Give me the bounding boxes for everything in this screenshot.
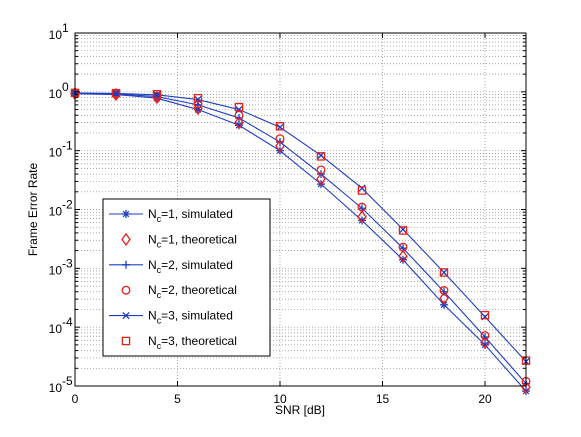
data-point-x	[440, 268, 448, 277]
data-point-diamond	[316, 172, 326, 186]
data-point-square	[152, 89, 162, 99]
y-tick-label-base: 10	[49, 381, 63, 395]
legend: Nc=1, simulated Nc=1, theoretical Nc=2, si…	[102, 198, 271, 357]
y-tick-label-exponent: 0	[62, 80, 69, 94]
x-tick-label: 10	[273, 392, 287, 406]
series-line	[74, 93, 527, 392]
series-line	[74, 92, 527, 384]
data-point-square	[193, 93, 203, 103]
y-tick-label-base: 10	[49, 28, 63, 42]
legend-label: Nc=1, theoretical	[148, 232, 237, 249]
data-point-diamond	[439, 291, 449, 305]
x-tick-label: 20	[478, 392, 492, 406]
data-point-diamond	[398, 249, 408, 263]
data-point-circle	[480, 331, 490, 341]
legend-marker-asterisk	[122, 210, 130, 218]
y-tick-label-base: 10	[49, 146, 63, 160]
data-point-diamond	[111, 87, 121, 102]
data-point-circle	[357, 202, 367, 212]
legend-entry-6: Nc=3, theoretical	[121, 334, 237, 351]
legend-label: Nc=1, simulated	[148, 207, 233, 224]
data-point-square	[111, 88, 121, 98]
data-point-square	[316, 152, 326, 161]
y-tick-label-exponent: 1	[62, 21, 69, 35]
series-layer	[70, 87, 531, 396]
data-point-x	[153, 91, 161, 99]
legend-marker-x	[122, 311, 130, 320]
legend-box	[102, 198, 271, 357]
legend-label: Nc=3, simulated	[148, 309, 233, 326]
data-point-circle	[398, 242, 408, 252]
legend-entry-4: Nc=2, theoretical	[121, 283, 237, 300]
y-tick-label: 10 -3	[49, 256, 73, 277]
x-tick-label: 0	[72, 392, 79, 406]
y-tick-label: 10 0	[49, 80, 69, 101]
data-point-x	[112, 89, 120, 98]
data-point-diamond	[521, 380, 531, 394]
legend-marker-diamond	[121, 232, 131, 247]
legend-label: Nc=2, simulated	[148, 258, 233, 275]
series-line	[74, 92, 527, 362]
y-tick-label-exponent: -4	[62, 315, 73, 329]
data-point-diamond	[152, 90, 162, 105]
data-point-x	[235, 105, 243, 114]
ticks	[74, 32, 526, 387]
legend-entry-5: Nc=3, simulated	[109, 309, 233, 326]
legend-marker-square	[121, 336, 131, 346]
y-tick-label-exponent: -1	[62, 139, 73, 153]
data-point-square	[398, 226, 408, 235]
y-tick-label-exponent: -2	[62, 198, 73, 212]
x-tick-label: 5	[174, 392, 181, 406]
data-point-diamond	[357, 210, 367, 224]
data-point-circle	[275, 134, 285, 144]
data-point-circle	[234, 110, 244, 120]
y-tick-label-base: 10	[49, 87, 63, 101]
y-axis-title: Frame Error Rate	[26, 163, 40, 257]
x-tick-label: 15	[376, 392, 390, 406]
data-point-square	[234, 102, 244, 112]
x-axis-title: SNR [dB]	[275, 403, 325, 417]
data-point-square	[439, 268, 449, 277]
legend-label: Nc=2, theoretical	[148, 283, 237, 300]
data-point-x	[358, 184, 366, 192]
data-point-circle	[316, 165, 326, 175]
series-6	[70, 88, 531, 365]
data-point-circle	[439, 286, 449, 295]
legend-label: Nc=3, theoretical	[148, 334, 237, 351]
y-tick-label-base: 10	[49, 205, 63, 219]
data-point-square	[480, 310, 490, 320]
data-point-square	[357, 186, 367, 195]
y-tick-label-exponent: -3	[62, 256, 73, 270]
legend-entry-1: Nc=1, simulated	[109, 207, 233, 224]
y-tick-label: 10 -5	[49, 374, 73, 395]
y-tick-label: 10 1	[49, 21, 69, 42]
y-tick-label-base: 10	[49, 322, 63, 336]
legend-entry-2: Nc=1, theoretical	[121, 232, 237, 249]
y-tick-label: 10 -1	[49, 139, 73, 160]
legend-marker-circle	[121, 285, 131, 295]
y-tick-label-base: 10	[49, 263, 63, 277]
data-point-square	[275, 122, 285, 131]
y-tick-label: 10 -4	[49, 315, 73, 336]
y-tick-label-exponent: -5	[62, 374, 73, 388]
y-tick-label: 10 -2	[49, 198, 73, 219]
data-point-diamond	[234, 115, 244, 130]
legend-entry-3: Nc=2, simulated	[109, 258, 233, 275]
legend-marker-plus	[122, 260, 130, 269]
